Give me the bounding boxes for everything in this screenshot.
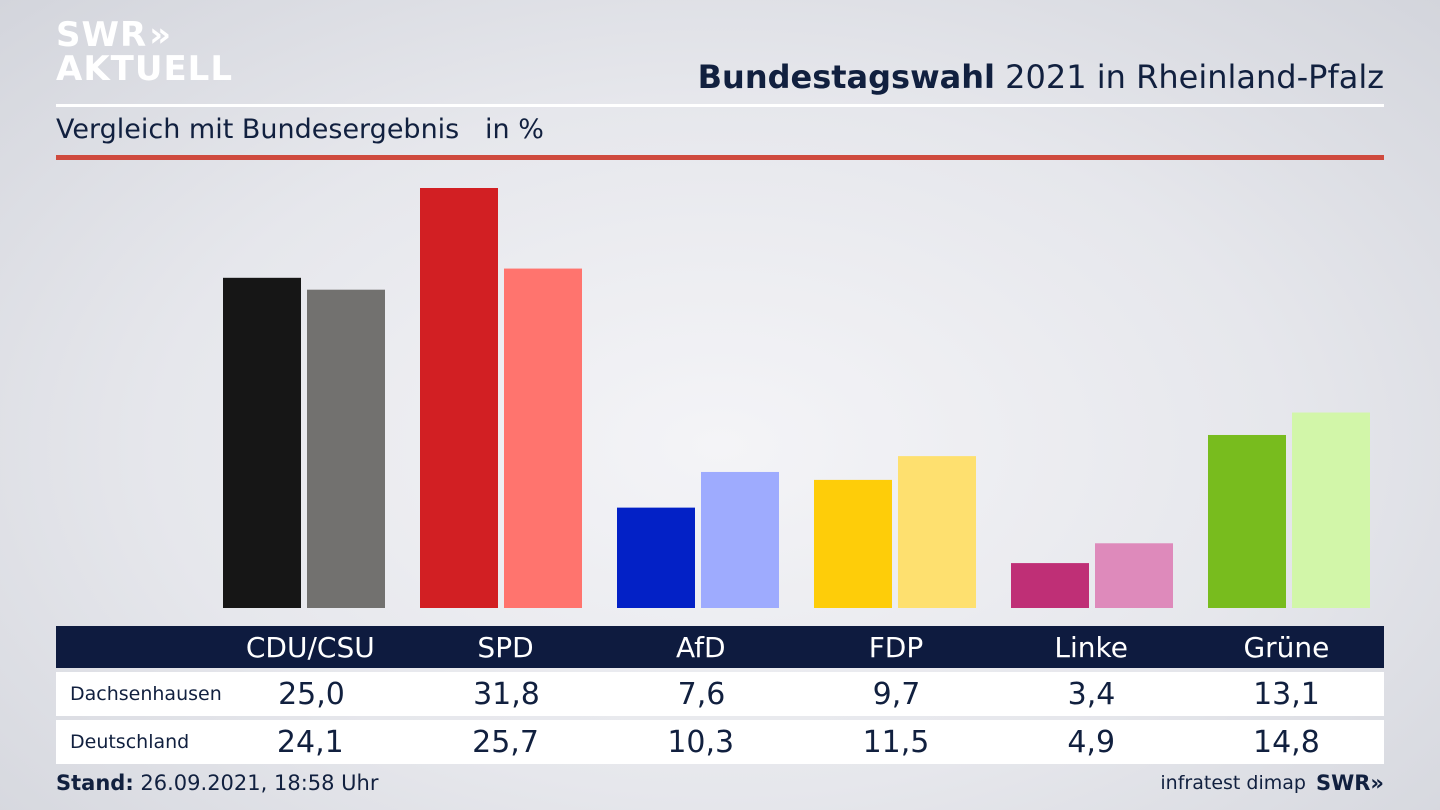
column-header: Linke (1054, 630, 1128, 664)
bar-dachsenhausen-cducsu (223, 277, 301, 608)
logo-swr-text: SWR (56, 15, 148, 55)
table-row: Deutschland 24,1 25,7 10,3 11,5 4,9 14,8 (56, 720, 1384, 764)
table-cell: 9,7 (872, 676, 921, 712)
bar-dachsenhausen-fdp (814, 479, 892, 608)
column-header: AfD (675, 630, 726, 664)
bar-deutschland-grüne (1292, 412, 1370, 608)
table-row: Dachsenhausen 25,0 31,8 7,6 9,7 3,4 13,1 (56, 672, 1384, 716)
bar-deutschland-afd (701, 471, 779, 608)
subtitle-divider (56, 155, 1384, 160)
bar-deutschland-fdp (898, 456, 976, 608)
table-cell: 10,3 (667, 724, 735, 760)
row-label: Dachsenhausen (70, 683, 222, 705)
table-cell: 31,8 (473, 676, 540, 712)
table-cell: 13,1 (1253, 676, 1320, 712)
bar-dachsenhausen-spd (420, 188, 498, 608)
table-header: CDU/CSU SPD AfD FDP Linke Grüne (56, 626, 1384, 668)
brand-chevron-icon: » (1370, 771, 1384, 795)
bar-deutschland-cducsu (307, 289, 385, 608)
title-bold: Bundestagswahl (697, 58, 995, 96)
table-cell: 14,8 (1253, 724, 1320, 760)
table-cell: 24,1 (276, 724, 344, 760)
stand-value: 26.09.2021, 18:58 Uhr (133, 771, 379, 795)
results-table: CDU/CSU SPD AfD FDP Linke Grüne Dachsenhausen… (56, 626, 1384, 764)
column-header: CDU/CSU (245, 630, 375, 664)
swr-brand-logo: SWR» (1316, 771, 1384, 795)
page-subtitle: Vergleich mit Bundesergebnis in % (56, 114, 544, 145)
row-label: Deutschland (70, 731, 190, 753)
table-cell: 25,7 (472, 724, 539, 760)
bar-deutschland-spd (504, 268, 582, 608)
table-cell: 7,6 (677, 676, 726, 712)
timestamp: Stand: 26.09.2021, 18:58 Uhr (56, 771, 379, 795)
title-rest: 2021 in Rheinland-Pfalz (995, 58, 1384, 96)
brand-text: SWR (1315, 771, 1371, 795)
table-cell: 3,4 (1067, 676, 1116, 712)
bar-dachsenhausen-grüne (1208, 434, 1286, 608)
header-divider (56, 104, 1384, 107)
column-header: Grüne (1243, 630, 1330, 664)
source-text: infratest dimap (1160, 772, 1306, 794)
table-cell: 4,9 (1067, 724, 1116, 760)
bar-dachsenhausen-linke (1011, 563, 1089, 608)
page-title: Bundestagswahl 2021 in Rheinland-Pfalz (698, 58, 1384, 96)
table-cell: 25,0 (278, 676, 345, 712)
column-header: SPD (477, 630, 534, 664)
bar-deutschland-linke (1095, 543, 1173, 608)
column-header: FDP (868, 630, 924, 664)
bar-chart (223, 188, 1370, 608)
bar-dachsenhausen-afd (617, 507, 695, 608)
table-cell: 11,5 (862, 724, 930, 760)
swr-aktuell-logo: SWR» AKTUELL (56, 18, 233, 86)
footer-source: infratest dimap SWR» (1160, 771, 1384, 795)
table-header-corner (56, 626, 213, 668)
stand-label: Stand: (56, 771, 134, 795)
logo-aktuell-text: AKTUELL (56, 49, 234, 89)
